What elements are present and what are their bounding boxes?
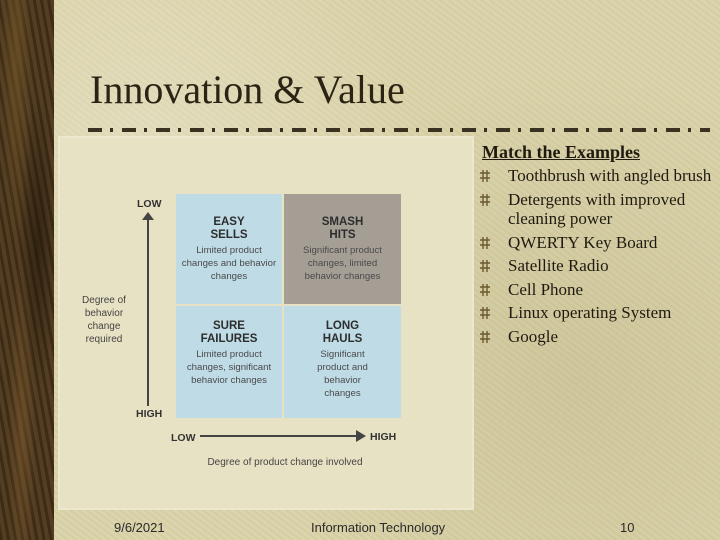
fence-bullet-icon xyxy=(480,236,490,249)
list-item: Cell Phone xyxy=(480,280,718,300)
title-divider xyxy=(88,128,710,132)
footer-center-text: Information Technology xyxy=(311,520,446,535)
fence-bullet-icon xyxy=(480,170,490,182)
fence-bullet-icon xyxy=(480,307,490,319)
x-axis-arrow xyxy=(200,430,366,442)
list-item: Toothbrush with angled brush xyxy=(480,166,718,186)
fence-bullet-icon xyxy=(480,330,490,343)
quadrant-easy-sells: EASY SELLS Limited product changes and b… xyxy=(176,194,282,304)
fence-bullet-icon xyxy=(480,193,490,206)
y-axis-top-label: LOW xyxy=(137,198,162,210)
footer-page-number: 10 xyxy=(620,520,635,535)
list-item: Linux operating System xyxy=(480,303,718,323)
list-item: Detergents with improved cleaning power xyxy=(480,190,718,229)
innovation-matrix-figure: LOW HIGH Degree of behavior change requi… xyxy=(60,138,472,508)
y-axis-arrow xyxy=(142,212,154,406)
examples-list: Toothbrush with angled brush Detergents … xyxy=(480,166,718,350)
y-axis-bottom-label: HIGH xyxy=(136,408,163,420)
y-axis-caption: Degree of behavior change required xyxy=(82,295,126,345)
quadrant-smash-hits: SMASH HITS Significant product changes, … xyxy=(284,194,401,304)
quadrant-long-hauls: LONG HAULS Significant product and behav… xyxy=(284,306,401,418)
x-axis-caption: Degree of product change involved xyxy=(207,457,363,468)
examples-heading: Match the Examples xyxy=(482,142,640,162)
footer-date: 9/6/2021 xyxy=(114,520,165,535)
slide-title: Innovation & Value xyxy=(90,67,405,112)
x-axis-left-label: LOW xyxy=(171,432,196,444)
quadrant-sure-failures: SURE FAILURES Limited product changes, s… xyxy=(176,306,282,418)
decorative-sidebar xyxy=(0,0,54,540)
list-item: QWERTY Key Board xyxy=(480,233,718,253)
list-item: Satellite Radio xyxy=(480,256,718,276)
list-item: Google xyxy=(480,327,718,347)
x-axis-right-label: HIGH xyxy=(370,431,397,443)
fence-bullet-icon xyxy=(480,283,490,296)
fence-bullet-icon xyxy=(480,260,490,272)
